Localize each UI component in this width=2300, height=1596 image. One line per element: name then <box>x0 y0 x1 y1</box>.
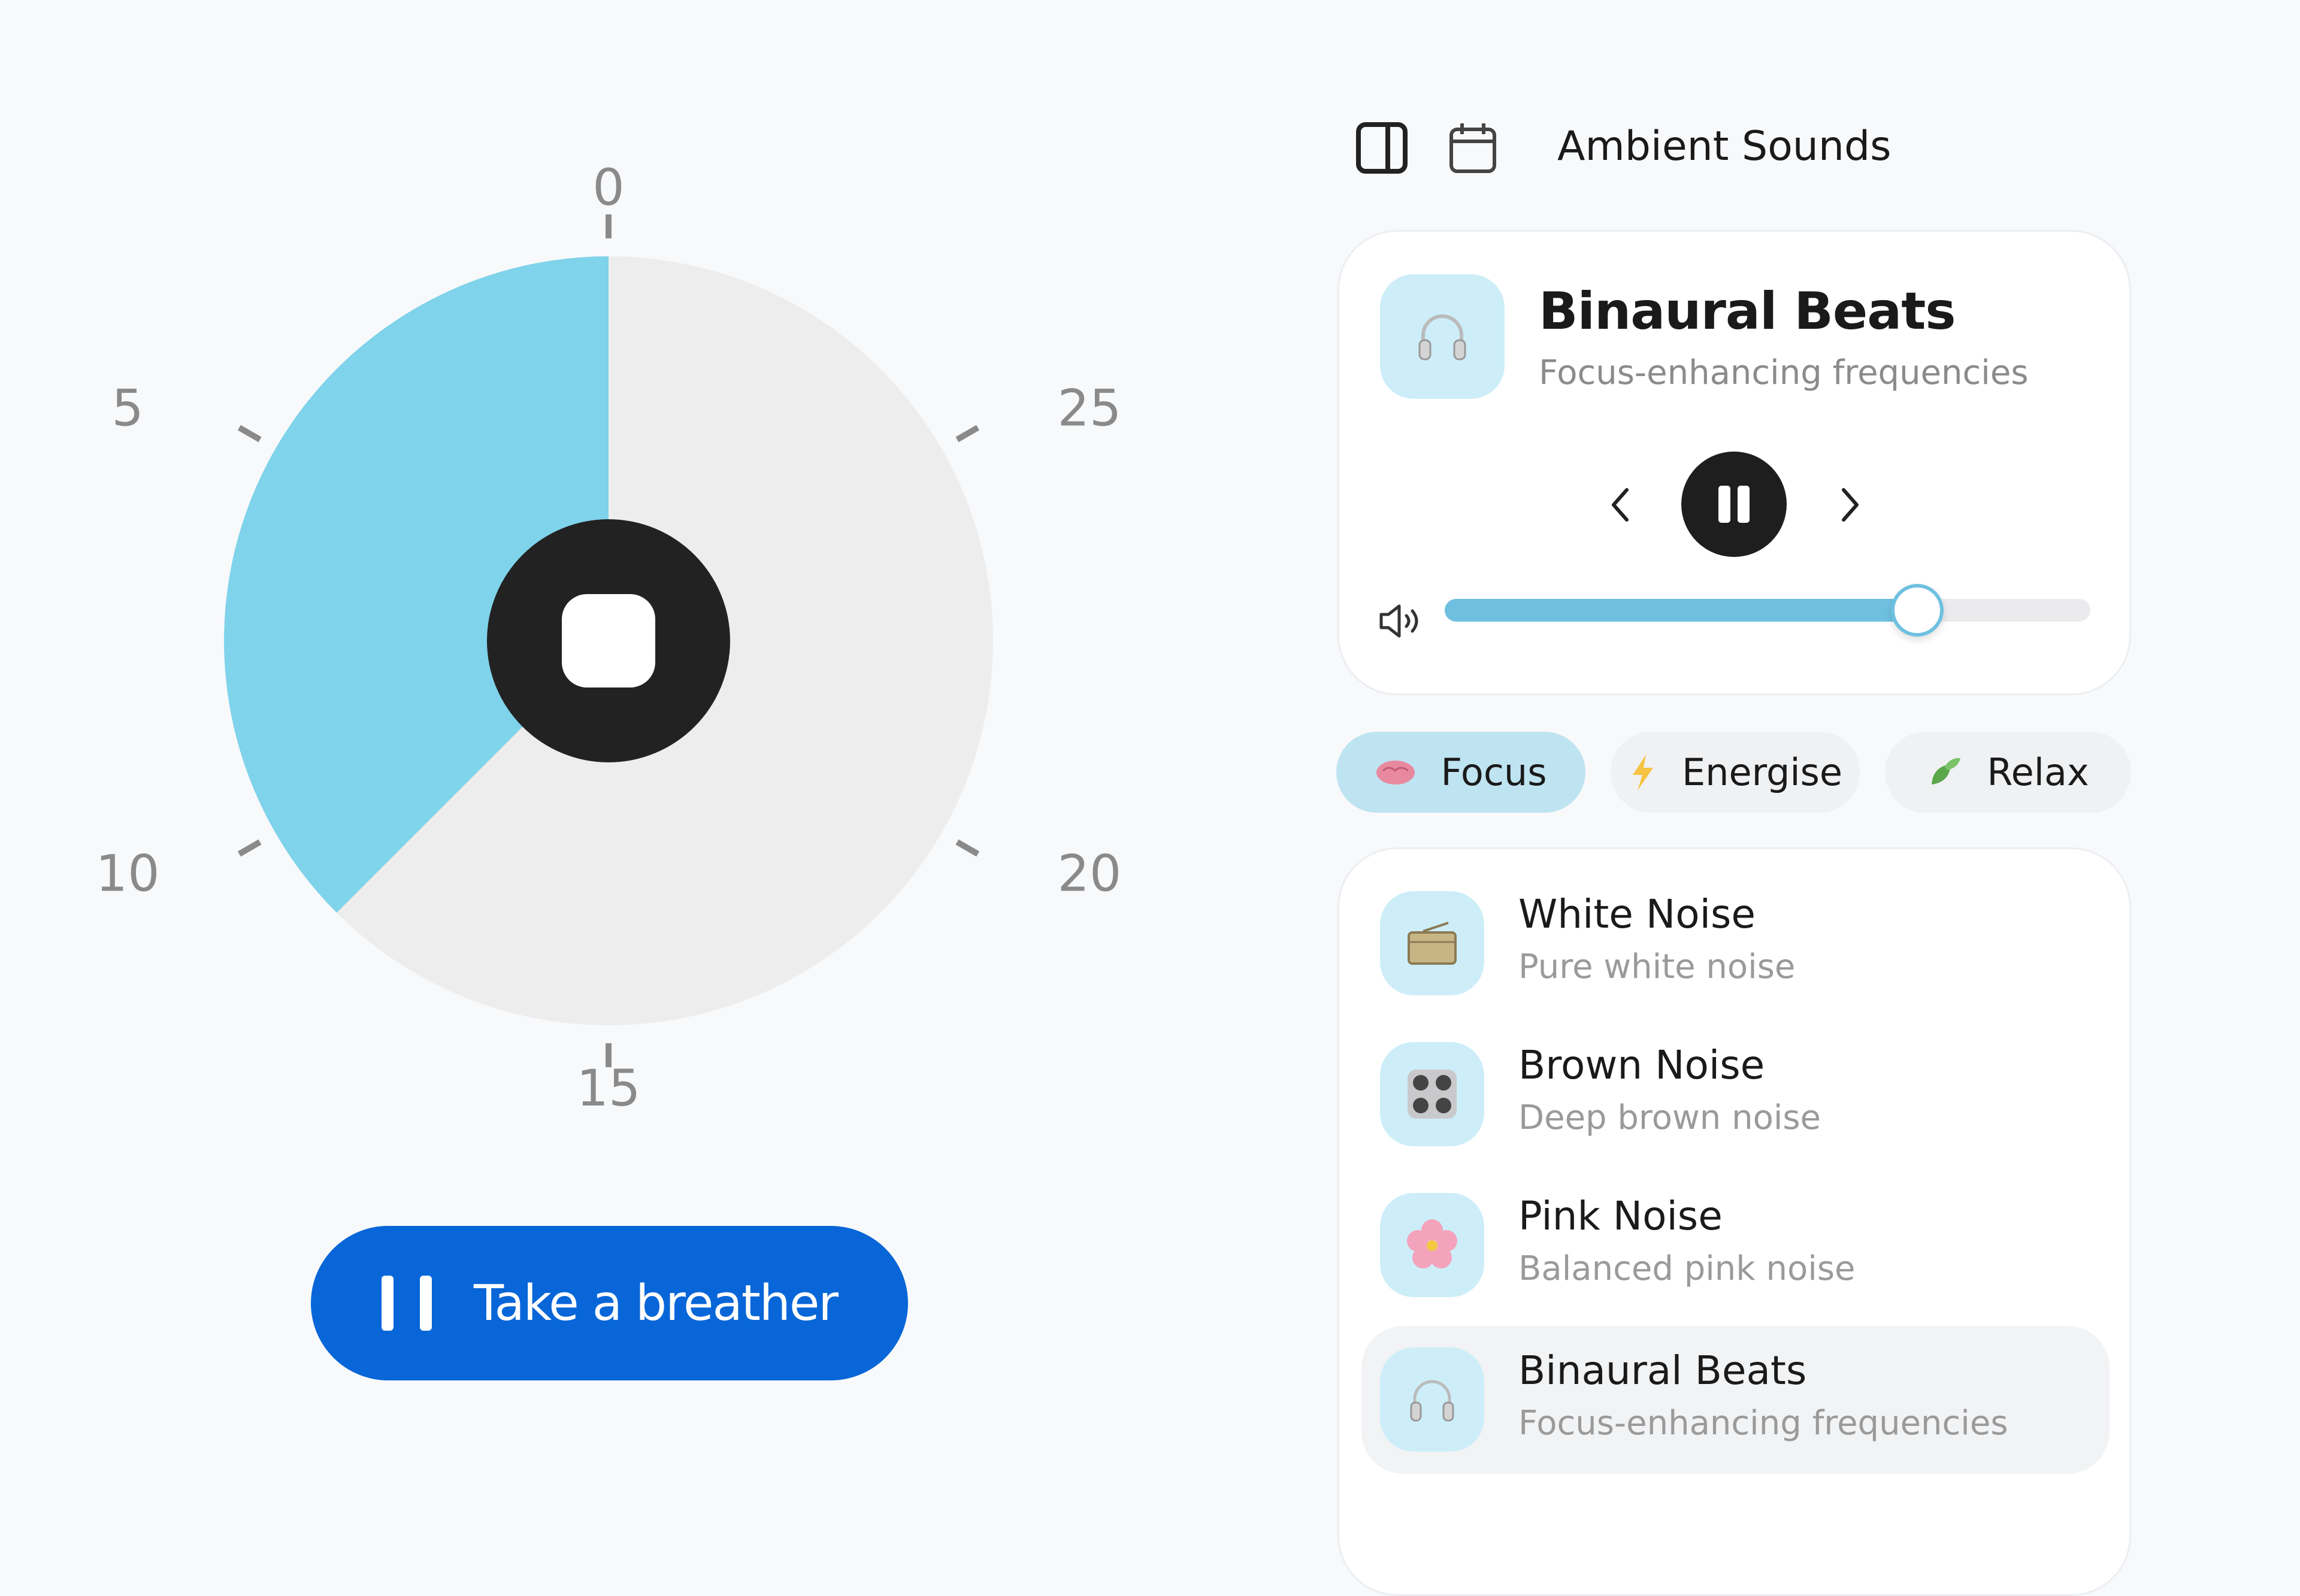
timer-remaining-sector <box>224 256 609 913</box>
pause-icon <box>1718 486 1750 523</box>
dial-tick-label: 20 <box>1057 844 1121 903</box>
sound-item-binaural-beats[interactable]: Binaural Beats Focus-enhancing frequenci… <box>1361 1326 2110 1474</box>
dial-tick-mark <box>237 839 262 857</box>
sound-title: White Noise <box>1518 891 1756 937</box>
control-knobs-icon <box>1408 1070 1457 1119</box>
take-a-breather-button[interactable]: Take a breather <box>311 1226 908 1380</box>
category-label: Relax <box>1987 750 2089 794</box>
volume-slider[interactable] <box>1445 584 2090 637</box>
now-playing-title: Binaural Beats <box>1539 281 1956 341</box>
sound-item-pink-noise[interactable]: Pink Noise Balanced pink noise <box>1361 1171 2110 1319</box>
dial-tick-label: 5 <box>111 379 143 438</box>
radio-icon <box>1408 922 1457 965</box>
brain-icon <box>1376 760 1415 785</box>
headphones-icon <box>1410 1380 1454 1422</box>
sound-title: Brown Noise <box>1518 1042 1765 1088</box>
flower-icon <box>1407 1219 1457 1268</box>
sound-subtitle: Pure white noise <box>1518 947 1796 986</box>
sound-subtitle: Focus-enhancing frequencies <box>1518 1404 2008 1443</box>
sound-subtitle: Deep brown noise <box>1518 1098 1821 1137</box>
stop-icon <box>562 594 655 688</box>
category-label: Focus <box>1440 750 1547 794</box>
chevron-right-icon <box>1842 488 1859 522</box>
sound-subtitle: Balanced pink noise <box>1518 1249 1856 1288</box>
category-label: Energise <box>1681 750 1843 794</box>
dial-tick-label: 15 <box>577 1059 641 1117</box>
category-chip-relax[interactable]: Relax <box>1885 732 2131 813</box>
play-pause-button[interactable] <box>1681 452 1787 557</box>
sidebar-toggle-icon[interactable] <box>1355 121 1409 175</box>
dial-tick-label: 25 <box>1057 379 1121 438</box>
now-playing-artwork <box>1380 274 1505 399</box>
volume-fill <box>1445 599 1916 622</box>
previous-button[interactable] <box>1605 484 1635 526</box>
leaf-icon <box>1932 758 1961 785</box>
sound-title: Binaural Beats <box>1518 1347 1807 1394</box>
headphones-icon <box>1418 314 1466 361</box>
sound-item-brown-noise[interactable]: Brown Noise Deep brown noise <box>1361 1020 2110 1168</box>
page-title: Ambient Sounds <box>1557 123 1892 170</box>
timer-dial[interactable]: 0 5 10 15 20 25 <box>0 0 1258 1198</box>
dial-tick-label: 0 <box>592 158 624 217</box>
category-chip-energise[interactable]: Energise <box>1611 732 1860 813</box>
sound-item-white-noise[interactable]: White Noise Pure white noise <box>1361 870 2110 1017</box>
volume-slider-thumb[interactable] <box>1890 584 1944 637</box>
pause-icon <box>381 1276 432 1331</box>
category-chip-focus[interactable]: Focus <box>1336 732 1585 813</box>
chevron-left-icon <box>1612 488 1629 522</box>
sound-title: Pink Noise <box>1518 1193 1723 1239</box>
dial-tick-mark <box>955 425 980 443</box>
calendar-icon[interactable] <box>1448 121 1498 175</box>
now-playing-subtitle: Focus-enhancing frequencies <box>1539 353 2029 392</box>
volume-icon[interactable] <box>1378 601 1426 641</box>
lightning-icon <box>1632 754 1653 791</box>
dial-tick-mark <box>955 839 980 857</box>
take-a-breather-label: Take a breather <box>473 1274 839 1332</box>
dial-tick-mark <box>237 425 262 443</box>
dial-tick-label: 10 <box>96 844 160 903</box>
next-button[interactable] <box>1835 484 1865 526</box>
